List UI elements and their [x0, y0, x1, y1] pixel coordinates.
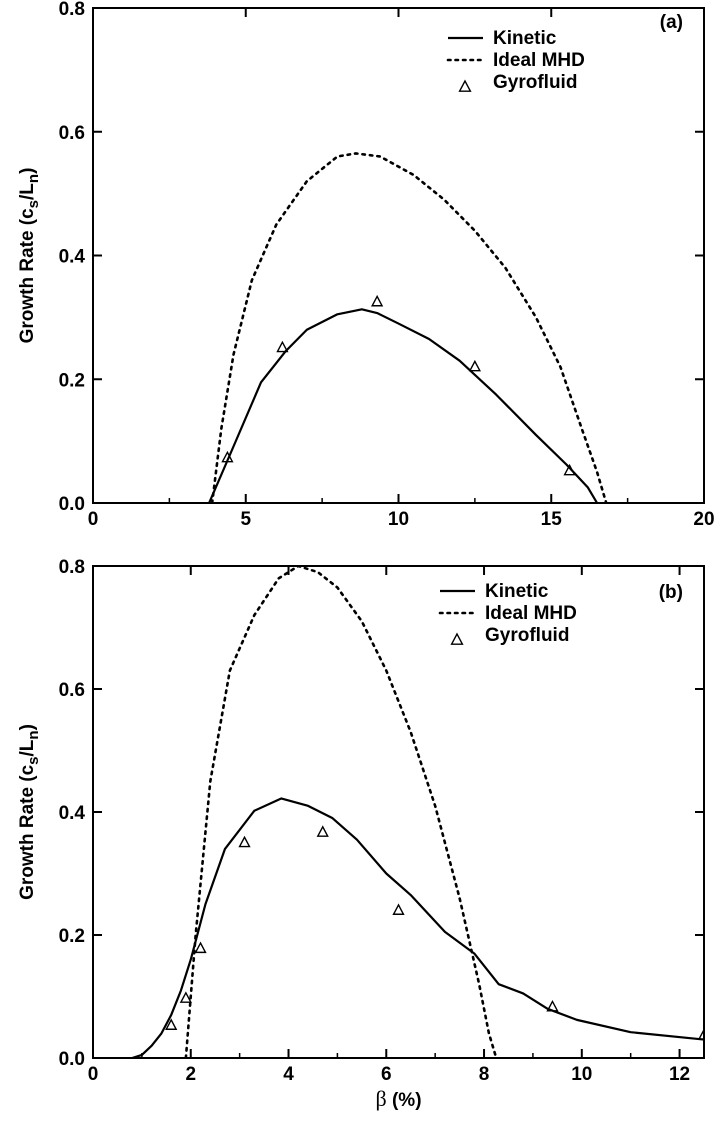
y-axis-label: Growth Rate (cs/Ln) — [17, 724, 42, 900]
x-tick-label: 0 — [88, 509, 99, 530]
panel-tag: (b) — [659, 582, 683, 603]
y-tick-label: 0.0 — [59, 1049, 85, 1070]
gyrofluid-point — [221, 450, 234, 463]
gyrofluid-point — [468, 359, 481, 372]
gyrofluid-point — [276, 340, 289, 353]
gyrofluid-point — [238, 835, 251, 848]
series-group — [208, 152, 608, 503]
panel-a: 0 5 10 15 20 0.0 0.2 0.4 0.6 0.8 Growth Rate (cs/L… — [17, 0, 715, 530]
kinetic-line — [208, 308, 599, 503]
plot-frame — [92, 7, 705, 504]
gyrofluid-point — [563, 463, 576, 476]
legend-label: Ideal MHD — [493, 50, 585, 71]
x-tick-label: 5 — [240, 509, 251, 530]
gyrofluid-point — [179, 991, 192, 1003]
x-tick-label: 0 — [88, 1064, 99, 1085]
panel-b: 0 2 4 6 8 10 12 0.0 0.2 0.4 0.6 0.8 Growth Rate (cs/… — [17, 557, 705, 1111]
gyrofluid-point — [392, 903, 405, 915]
gyrofluid-point — [316, 825, 329, 837]
y-tick-label: 0.0 — [59, 494, 85, 515]
legend-label: Kinetic — [485, 581, 549, 602]
ideal-mhd-line — [210, 152, 608, 503]
x-tick-label: 15 — [541, 509, 563, 530]
ideal-mhd-line — [184, 566, 498, 1058]
kinetic-line — [131, 797, 704, 1058]
gyrofluid-point — [371, 294, 384, 307]
legend-gyrofluid-marker — [450, 632, 464, 645]
x-axis-label: β (%) — [375, 1086, 421, 1111]
y-tick-label: 0.8 — [59, 0, 85, 20]
legend-label: Ideal MHD — [485, 603, 577, 624]
legend-label: Kinetic — [493, 28, 557, 49]
gyrofluid-point — [194, 941, 207, 954]
x-tick-label: 12 — [669, 1064, 690, 1085]
y-tick-label: 0.2 — [59, 370, 85, 391]
x-tick-label: 6 — [381, 1064, 392, 1085]
legend-label: Gyrofluid — [485, 625, 569, 646]
x-tick-label: 20 — [693, 509, 714, 530]
y-tick-label: 0.6 — [59, 123, 85, 144]
y-tick-label: 0.2 — [59, 926, 85, 947]
legend-label: Gyrofluid — [493, 72, 577, 93]
x-tick-label: 4 — [283, 1064, 294, 1085]
gyrofluid-point — [546, 999, 559, 1012]
x-tick-label: 10 — [571, 1064, 592, 1085]
x-tick-label: 8 — [479, 1064, 490, 1085]
panel-tag: (a) — [660, 12, 683, 33]
gyrofluid-point — [165, 1018, 178, 1030]
x-tick-label: 10 — [388, 509, 409, 530]
plot-frame — [92, 565, 705, 1059]
x-tick-label: 2 — [185, 1064, 196, 1085]
legend-gyrofluid-marker — [458, 79, 472, 92]
series-group — [131, 566, 704, 1058]
y-tick-label: 0.6 — [59, 680, 85, 701]
y-tick-label: 0.4 — [59, 803, 86, 824]
y-tick-label: 0.4 — [59, 247, 86, 268]
y-tick-label: 0.8 — [59, 557, 85, 578]
y-axis-label: Growth Rate (cs/Ln) — [17, 168, 42, 344]
gyrofluid-point — [697, 1028, 704, 1040]
